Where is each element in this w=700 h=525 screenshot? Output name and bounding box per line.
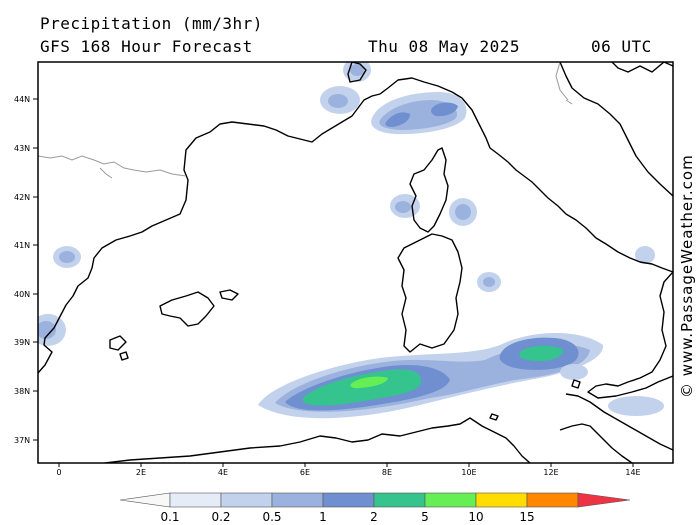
precip-ligurian-core-2: [431, 102, 458, 117]
map-frame: [37, 61, 674, 464]
sardinia: [397, 233, 463, 353]
andorra-border: [99, 167, 113, 179]
mallorca: [159, 291, 215, 327]
map-title: Precipitation (mm/3hr): [40, 14, 263, 33]
scale-label: 0.2: [211, 510, 231, 524]
lat-label: 40N: [14, 290, 30, 299]
north-africa-coast: [104, 417, 531, 463]
lat-label: 37N: [14, 436, 30, 445]
precip-ligurian-core: [385, 112, 410, 127]
adriatic-coast: [559, 62, 673, 197]
map-area: [38, 62, 673, 463]
scale-arrow-right: [577, 492, 631, 508]
precip-cell: [59, 251, 75, 263]
scale-swatch: [424, 492, 477, 508]
precip-zone-peak: [350, 376, 388, 389]
islet: [489, 413, 499, 421]
lon-label: 10E: [461, 468, 476, 477]
corsica: [409, 147, 449, 233]
scale-swatch: [475, 492, 528, 508]
lon-label: 8E: [382, 468, 392, 477]
lon-label: 4E: [218, 468, 228, 477]
lon-label: 12E: [543, 468, 558, 477]
precip-cell: [395, 201, 411, 213]
scale-arrow-left: [119, 492, 171, 508]
sicily-coast: [565, 393, 673, 451]
mainland-coast: [38, 77, 673, 374]
formentera: [119, 351, 129, 361]
scale-label: 1: [319, 510, 327, 524]
menorca: [219, 289, 239, 301]
northern-coast: [611, 62, 673, 73]
scale-swatch: [169, 492, 222, 508]
lon-label: 0: [56, 468, 61, 477]
scale-label: 5: [421, 510, 429, 524]
lon-label: 2E: [136, 468, 146, 477]
aeolian-island: [571, 379, 581, 389]
precip-cell: [635, 246, 655, 264]
northern-lake: [347, 62, 367, 83]
small-border: [565, 99, 573, 105]
forecast-time: 06 UTC: [591, 37, 652, 56]
precip-cell: [350, 64, 364, 76]
scale-label: 10: [468, 510, 484, 524]
scale-label: 2: [370, 510, 378, 524]
precip-cell: [608, 396, 664, 416]
precipitation-color-scale: [119, 492, 631, 508]
forecast-date: Thu 08 May 2025: [368, 37, 520, 56]
lon-label: 6E: [300, 468, 310, 477]
scale-label: 0.1: [160, 510, 180, 524]
precip-cell: [38, 321, 56, 339]
precip-cell: [560, 364, 588, 380]
lon-label: 14E: [625, 468, 640, 477]
forecast-model: GFS 168 Hour Forecast: [40, 37, 253, 56]
scale-label: 0.5: [262, 510, 282, 524]
scale-swatch: [526, 492, 579, 508]
spain-france-border: [38, 155, 187, 177]
scale-swatch: [271, 492, 324, 508]
lat-label: 41N: [14, 241, 30, 250]
precip-cell-east-core: [519, 345, 564, 362]
calabria-coast: [587, 271, 673, 399]
lat-label: 38N: [14, 387, 30, 396]
scale-swatch: [373, 492, 426, 508]
latitude-axis: 44N 43N 42N 41N 40N 39N 38N 37N: [14, 95, 38, 445]
lat-label: 44N: [14, 95, 30, 104]
precip-cell: [483, 277, 495, 287]
east-coast: [559, 423, 633, 463]
lat-label: 42N: [14, 193, 30, 202]
precip-cell: [455, 204, 471, 220]
lat-label: 39N: [14, 338, 30, 347]
lat-label: 43N: [14, 144, 30, 153]
scale-label: 15: [519, 510, 535, 524]
scale-swatch: [220, 492, 273, 508]
scale-swatch: [322, 492, 375, 508]
coastlines: [38, 62, 673, 463]
ibiza: [109, 335, 127, 351]
country-borders: [38, 62, 573, 179]
precip-cell: [328, 94, 348, 108]
credit-text: © www.PassageWeather.com: [678, 154, 696, 398]
longitude-axis: 0 2E 4E 6E 8E 10E 12E 14E: [56, 463, 641, 477]
italy-border: [555, 62, 569, 101]
precip-areas: [38, 62, 664, 419]
